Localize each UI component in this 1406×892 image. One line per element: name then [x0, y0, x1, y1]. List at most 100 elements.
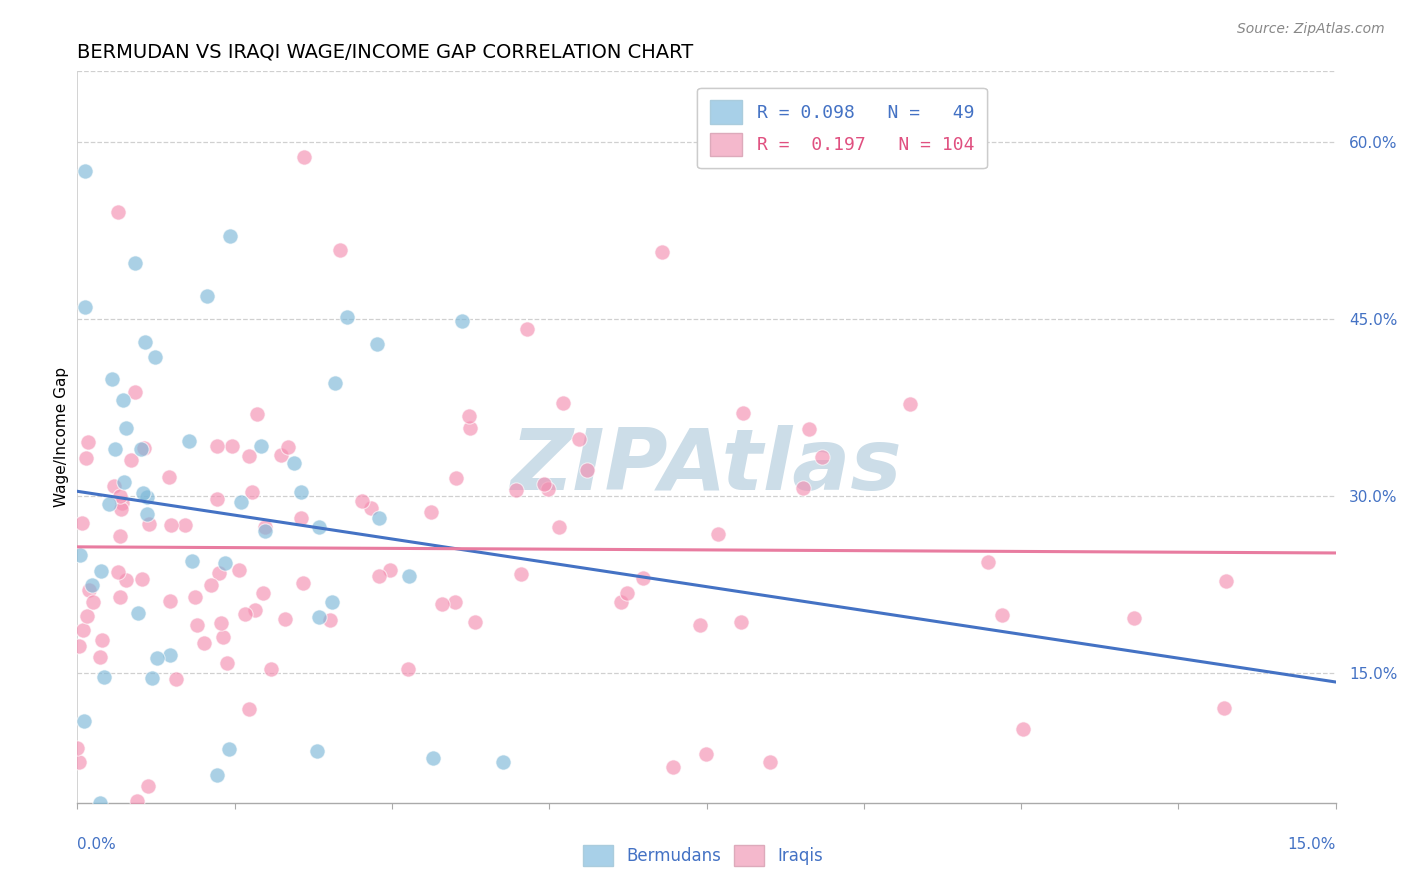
Point: [180, 554, 202, 568]
Point: [254, 520, 277, 534]
Point: [609, 595, 631, 609]
Point: [240, 484, 263, 499]
Point: [633, 570, 655, 584]
Point: [319, 613, 342, 627]
Point: [1123, 611, 1146, 625]
Point: [458, 409, 481, 424]
Point: [111, 496, 134, 510]
Point: [136, 779, 159, 793]
Point: [651, 245, 673, 260]
Point: [77, 434, 100, 449]
Point: [110, 502, 132, 516]
Point: [290, 485, 312, 500]
Point: [159, 648, 181, 662]
Point: [662, 760, 685, 774]
Point: [249, 439, 271, 453]
Point: [291, 575, 314, 590]
Point: [259, 662, 281, 676]
Point: [69, 548, 91, 562]
Point: [103, 479, 125, 493]
Legend: R = 0.098   N =   49, R =  0.197   N = 104: R = 0.098 N = 49, R = 0.197 N = 104: [697, 87, 987, 169]
Point: [991, 607, 1014, 622]
Point: [420, 505, 443, 519]
Point: [177, 434, 200, 448]
Point: [245, 603, 267, 617]
Point: [75, 164, 97, 178]
Point: [73, 300, 96, 314]
Point: [107, 565, 129, 579]
Point: [146, 651, 169, 665]
Point: [533, 477, 555, 491]
Point: [90, 564, 112, 578]
Point: [689, 618, 711, 632]
Point: [108, 591, 131, 605]
Point: [233, 607, 256, 621]
Text: 15.0%: 15.0%: [1288, 837, 1336, 852]
Point: [200, 578, 222, 592]
Point: [460, 420, 482, 434]
Point: [277, 440, 299, 454]
Point: [67, 755, 90, 769]
Point: [131, 572, 153, 586]
Point: [129, 442, 152, 456]
Point: [976, 555, 998, 569]
Point: [290, 511, 312, 525]
Point: [321, 595, 343, 609]
Point: [173, 518, 195, 533]
Point: [228, 563, 250, 577]
Point: [186, 617, 208, 632]
Point: [136, 507, 159, 521]
Point: [329, 243, 352, 257]
Point: [308, 520, 330, 534]
Point: [211, 630, 233, 644]
Point: [91, 633, 114, 648]
Point: [120, 453, 142, 467]
Point: [444, 470, 467, 484]
Point: [80, 578, 103, 592]
Point: [165, 673, 187, 687]
Point: [138, 516, 160, 531]
Point: [125, 794, 148, 808]
Point: [432, 597, 454, 611]
Point: [307, 744, 329, 758]
Point: [193, 636, 215, 650]
Point: [378, 563, 401, 577]
Point: [93, 670, 115, 684]
Point: [707, 527, 730, 541]
Point: [730, 615, 752, 630]
Point: [112, 475, 135, 489]
Point: [114, 421, 136, 435]
Point: [108, 489, 131, 503]
Text: BERMUDAN VS IRAQI WAGE/INCOME GAP CORRELATION CHART: BERMUDAN VS IRAQI WAGE/INCOME GAP CORREL…: [77, 43, 693, 62]
Point: [422, 751, 444, 765]
Point: [75, 450, 97, 465]
Point: [368, 569, 391, 583]
Point: [157, 470, 180, 484]
Point: [73, 714, 96, 729]
Point: [492, 755, 515, 769]
Point: [366, 336, 388, 351]
Point: [214, 557, 236, 571]
Point: [553, 396, 575, 410]
Point: [450, 314, 472, 328]
Point: [759, 756, 782, 770]
Point: [209, 615, 232, 630]
Point: [254, 524, 277, 539]
Point: [205, 768, 228, 782]
Point: [82, 595, 104, 609]
Point: [797, 422, 820, 436]
Point: [270, 449, 292, 463]
Point: [575, 463, 598, 477]
Point: [221, 439, 243, 453]
Point: [336, 310, 359, 324]
Point: [72, 623, 94, 637]
Point: [616, 586, 638, 600]
Point: [218, 742, 240, 756]
Point: [124, 385, 146, 400]
Point: [323, 376, 346, 391]
Point: [398, 569, 420, 583]
Point: [536, 482, 558, 496]
Point: [516, 322, 538, 336]
Point: [89, 796, 111, 810]
Point: [283, 456, 305, 470]
